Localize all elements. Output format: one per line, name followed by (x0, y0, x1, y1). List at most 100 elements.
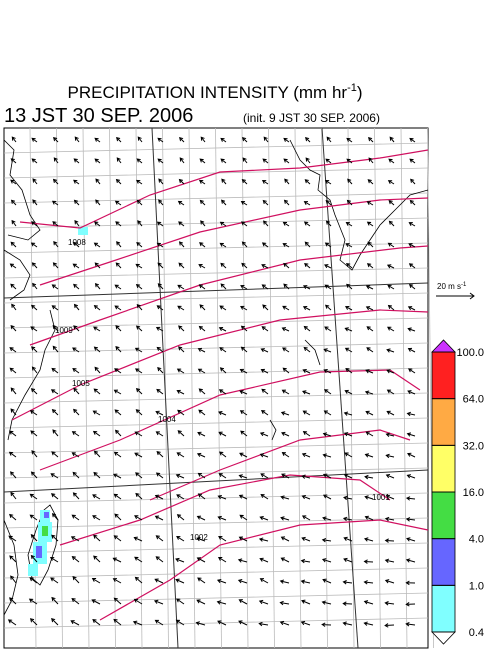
wind-arrow (136, 199, 143, 206)
coastlines (3, 139, 429, 616)
wind-arrow (52, 429, 59, 437)
wind-arrow (135, 368, 143, 374)
rain-cell (78, 227, 88, 235)
wind-arrow (179, 157, 185, 164)
wind-arrow (240, 201, 248, 206)
wind-arrow (263, 136, 269, 143)
wind-arrow (31, 450, 38, 458)
wind-arrow (51, 451, 59, 458)
wind-arrow (261, 264, 269, 269)
wind-arrow (260, 368, 269, 374)
isobar-label: 1005 (72, 379, 90, 388)
wind-arrow (219, 221, 227, 227)
wind-arrow (136, 179, 143, 185)
wind-arrow (197, 431, 206, 437)
grid-line (3, 417, 429, 429)
wind-arrow (238, 494, 248, 500)
wind-arrow (95, 199, 101, 206)
wind-arrow (133, 598, 143, 605)
wind-arrow (366, 221, 374, 227)
wind-arrow (30, 304, 38, 311)
wind-arrow (73, 241, 80, 248)
wind-arrow (73, 158, 80, 164)
wind-arrow (196, 557, 206, 563)
wind-arrow (94, 366, 101, 374)
wind-arrow (114, 284, 122, 290)
wind-arrow (302, 410, 311, 416)
wind-arrow (113, 535, 122, 542)
wind-arrow (409, 137, 416, 143)
wind-arrow (177, 200, 185, 206)
coastline (269, 419, 277, 441)
wind-arrow (135, 409, 143, 416)
wind-arrow (260, 410, 269, 416)
wind-arrow (406, 474, 416, 479)
wind-arrow (363, 600, 374, 605)
wind-arrow (135, 388, 143, 395)
wind-arrow (10, 324, 17, 332)
isobar-label: 1008 (68, 238, 86, 247)
wind-arrow (115, 221, 122, 227)
wind-arrow (280, 411, 290, 416)
wind-arrow (51, 534, 59, 542)
wind-arrow (178, 346, 185, 353)
longitude-line (321, 127, 359, 649)
wind-arrow (407, 327, 416, 332)
wind-arrow (343, 495, 353, 501)
grid-line (321, 127, 328, 649)
wind-arrow (405, 602, 416, 607)
wind-arrow (259, 432, 269, 437)
wind-arrow (324, 326, 332, 332)
wind-arrow (177, 284, 185, 290)
wind-arrow (241, 262, 248, 269)
wind-arrow (368, 157, 374, 164)
wind-arrow (364, 515, 374, 521)
wind-arrow (408, 222, 416, 227)
wind-arrow (74, 136, 80, 143)
wind-arrow (157, 366, 164, 374)
wind-arrow (10, 575, 17, 584)
wind-arrow (157, 137, 164, 143)
wind-arrow (345, 222, 353, 227)
grid-line (3, 392, 429, 404)
wind-arrow (283, 137, 290, 143)
precipitation (28, 227, 88, 576)
wind-arrow (51, 367, 59, 374)
wind-arrow (157, 158, 164, 164)
isobars (11, 149, 429, 621)
wind-arrow (94, 221, 101, 227)
wind-arrow (280, 557, 290, 563)
wind-arrow (300, 620, 311, 626)
wind-arrow (10, 158, 17, 164)
grid-line (3, 567, 429, 579)
wind-arrow (136, 158, 143, 164)
grid-line (268, 127, 275, 649)
wind-arrow (405, 517, 416, 522)
wind-arrow (113, 493, 122, 500)
wind-arrow (238, 474, 248, 479)
wind-arrow (302, 306, 311, 311)
wind-arrow (94, 137, 101, 143)
wind-arrow (282, 243, 290, 248)
wind-arrow (343, 557, 353, 563)
wind-arrow (30, 242, 38, 248)
wind-scale: 20 m s-1 (436, 282, 475, 300)
wind-arrow (197, 368, 206, 374)
wind-arrow (220, 283, 227, 290)
wind-arrow (30, 388, 38, 395)
wind-arrow (386, 410, 395, 416)
wind-arrow (218, 535, 227, 542)
wind-arrow (53, 240, 59, 248)
wind-arrow (406, 411, 416, 417)
wind-arrow (405, 496, 416, 501)
wind-arrow (49, 557, 59, 563)
isobar (59, 474, 391, 546)
wind-arrow (51, 305, 59, 311)
wind-arrow (389, 136, 395, 143)
wind-arrow (176, 494, 185, 500)
wind-arrow (219, 305, 227, 311)
wind-arrow (366, 263, 374, 269)
wind-arrow (28, 598, 38, 605)
wind-arrow (178, 178, 185, 185)
wind-arrow (113, 451, 122, 458)
